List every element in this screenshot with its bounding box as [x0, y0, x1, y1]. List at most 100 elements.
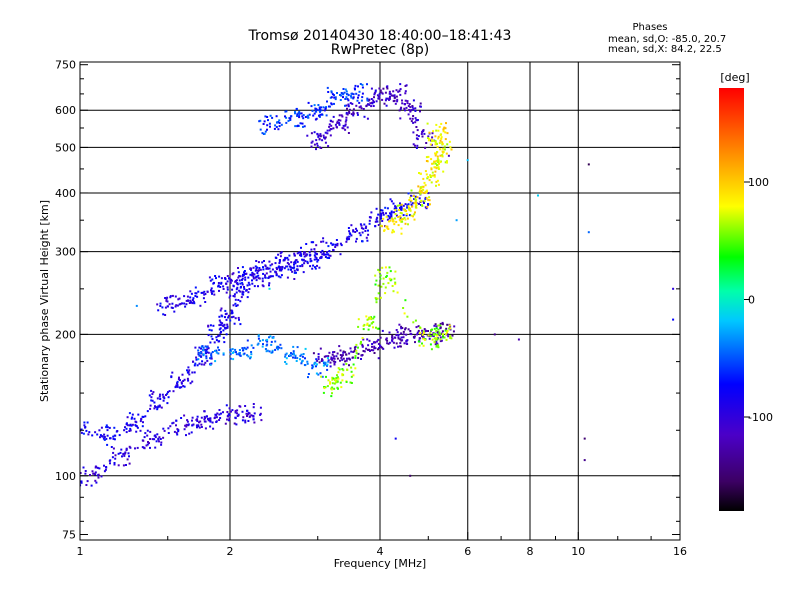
echo-point [106, 434, 109, 437]
echo-point [241, 293, 244, 296]
echo-point [336, 376, 339, 379]
echo-point [400, 227, 403, 230]
echo-point [232, 358, 235, 361]
echo-point [309, 257, 312, 260]
echo-point [315, 253, 318, 256]
echo-point [440, 122, 443, 125]
echo-point [342, 357, 345, 360]
echo-point [387, 214, 390, 217]
echo-point [243, 287, 246, 290]
echo-point [142, 421, 144, 424]
echo-point [315, 258, 318, 261]
echo-point [247, 420, 250, 422]
echo-point [310, 241, 313, 244]
echo-point [437, 129, 440, 132]
echo-point [216, 412, 219, 415]
y-tick-label: 400 [55, 187, 76, 200]
echo-point [416, 119, 419, 121]
echo-point [72, 422, 74, 424]
echo-point [264, 276, 267, 279]
echo-point [299, 112, 302, 115]
echo-point [317, 134, 320, 137]
echo-point [287, 119, 290, 122]
echo-point [370, 98, 373, 100]
echo-point [168, 390, 171, 393]
echo-point [181, 373, 184, 376]
echo-point [310, 145, 313, 148]
echo-point [286, 276, 289, 279]
echo-point [380, 345, 382, 348]
echo-point [231, 288, 234, 291]
echo-point [443, 145, 446, 148]
echo-point [431, 132, 434, 135]
echo-point [131, 413, 134, 416]
echo-point [436, 337, 439, 340]
echo-point [317, 355, 320, 358]
echo-point [445, 160, 448, 163]
echo-point [320, 375, 323, 378]
echo-point [359, 83, 362, 85]
echo-point [261, 132, 264, 135]
echo-point [257, 342, 260, 345]
echo-point [406, 100, 409, 103]
echo-point [423, 338, 426, 341]
echo-point [261, 284, 264, 287]
echo-point [361, 337, 364, 340]
echo-point [439, 139, 442, 142]
echo-point [314, 255, 317, 258]
echo-point [266, 116, 269, 118]
echo-point [198, 354, 201, 357]
echo-point [425, 160, 428, 162]
echo-point [160, 441, 163, 444]
echo-point [232, 315, 235, 318]
echo-point [217, 352, 220, 355]
echo-point [211, 351, 214, 353]
echo-point [392, 220, 394, 223]
echo-point [304, 260, 307, 263]
echo-point [80, 481, 83, 484]
echo-point [252, 346, 255, 349]
echo-point [410, 199, 413, 202]
echo-point [433, 324, 436, 327]
echo-point [255, 279, 258, 282]
echo-point [412, 195, 415, 197]
echo-point [197, 349, 200, 352]
echo-point [137, 413, 140, 416]
echo-point [226, 275, 229, 277]
echo-point [295, 271, 297, 274]
echo-point [301, 115, 304, 118]
echo-point [386, 97, 389, 100]
echo-point [298, 116, 301, 119]
echo-point [346, 107, 348, 110]
echo-point [367, 344, 370, 347]
echo-point [437, 183, 440, 186]
echo-point [405, 333, 408, 336]
echo-point [257, 261, 260, 264]
echo-point [194, 362, 197, 365]
echo-point [109, 459, 112, 462]
echo-point [194, 295, 197, 297]
echo-point [160, 443, 163, 446]
echo-point [346, 93, 349, 96]
echo-point [420, 190, 423, 193]
echo-point [320, 147, 323, 149]
x-axis-label: Frequency [MHz] [334, 557, 426, 570]
echo-point [398, 109, 401, 112]
echo-point [350, 375, 353, 378]
echo-point [414, 144, 416, 147]
echo-point [379, 277, 382, 280]
echo-point [330, 356, 333, 359]
echo-point [443, 336, 446, 339]
echo-point [395, 209, 398, 212]
echo-point [249, 415, 252, 418]
echo-point [345, 119, 348, 122]
echo-point [162, 427, 165, 430]
echo-point [305, 243, 308, 245]
echo-point [170, 375, 173, 378]
echo-point [419, 189, 422, 192]
echo-point [393, 230, 395, 233]
echo-point [125, 423, 128, 426]
echo-point [390, 215, 393, 218]
echo-point [285, 352, 288, 355]
echo-point [304, 357, 306, 360]
